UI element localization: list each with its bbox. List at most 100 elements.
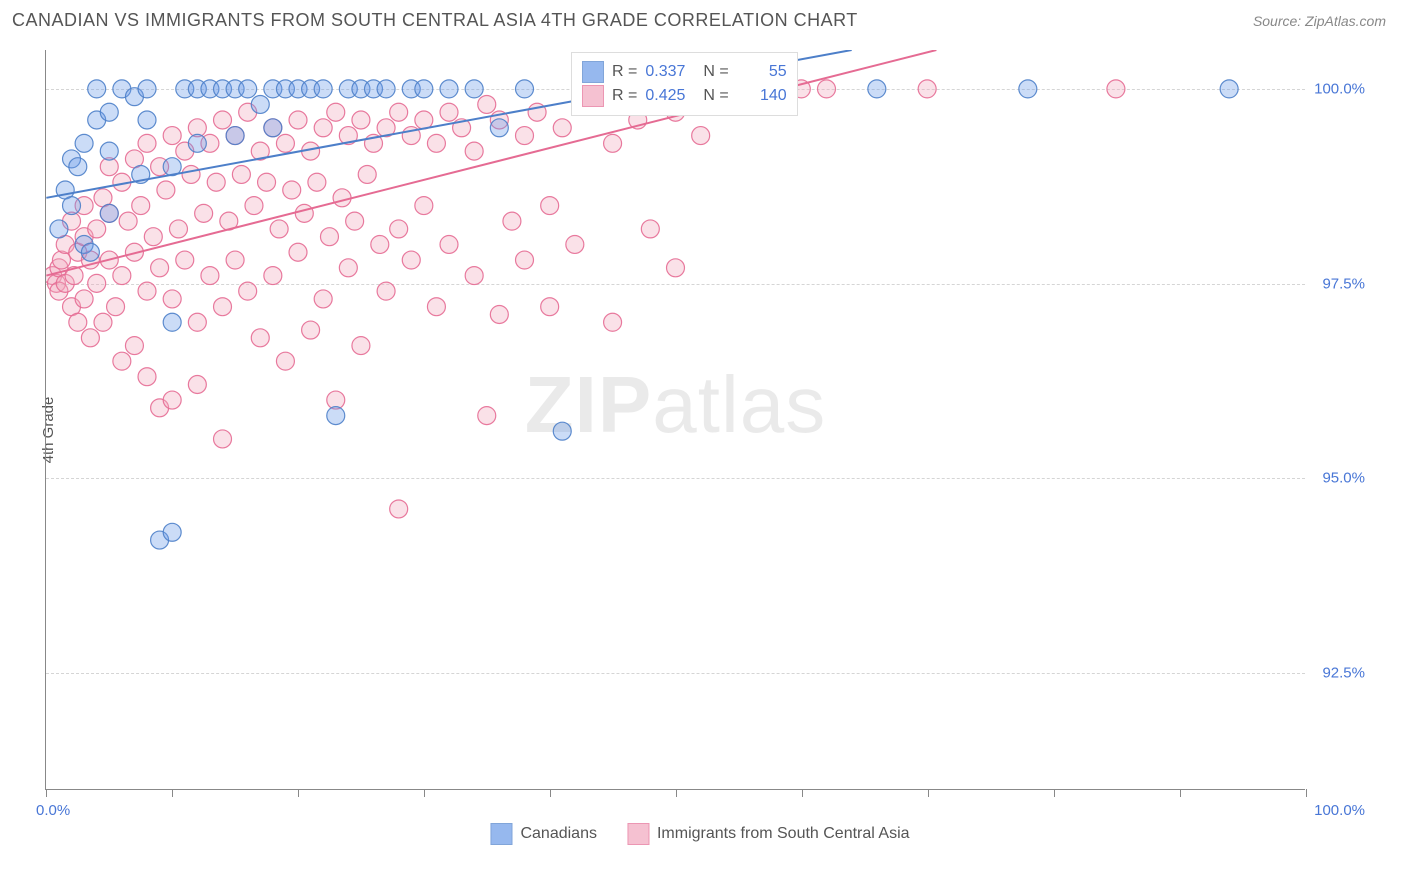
n-label: N = <box>703 63 728 81</box>
r-value-0: 0.337 <box>645 63 695 81</box>
data-point <box>604 313 622 331</box>
data-point <box>188 134 206 152</box>
data-point <box>604 134 622 152</box>
data-point <box>440 103 458 121</box>
data-point <box>214 430 232 448</box>
data-point <box>440 80 458 98</box>
data-point <box>302 321 320 339</box>
data-point <box>465 267 483 285</box>
data-point <box>320 228 338 246</box>
data-point <box>163 313 181 331</box>
data-point <box>289 111 307 129</box>
data-point <box>440 235 458 253</box>
data-point <box>239 80 257 98</box>
x-tick <box>802 789 803 797</box>
data-point <box>478 95 496 113</box>
data-point <box>239 282 257 300</box>
data-point <box>258 173 276 191</box>
data-point <box>138 134 156 152</box>
legend-item-canadians: Canadians <box>490 823 597 845</box>
data-point <box>100 103 118 121</box>
data-point <box>50 220 68 238</box>
data-point <box>314 80 332 98</box>
data-point <box>818 80 836 98</box>
data-point <box>188 376 206 394</box>
x-tick <box>928 789 929 797</box>
x-tick <box>298 789 299 797</box>
data-point <box>107 298 125 316</box>
swatch-canadians-icon <box>490 823 512 845</box>
series-legend: Canadians Immigrants from South Central … <box>490 823 909 845</box>
swatch-immigrants-icon <box>627 823 649 845</box>
chart-title: CANADIAN VS IMMIGRANTS FROM SOUTH CENTRA… <box>12 10 858 31</box>
y-tick-label: 100.0% <box>1314 80 1365 97</box>
x-max-label: 100.0% <box>1314 802 1365 819</box>
data-point <box>100 204 118 222</box>
data-point <box>207 173 225 191</box>
data-point <box>415 111 433 129</box>
data-point <box>289 243 307 261</box>
data-point <box>327 103 345 121</box>
legend-row-canadians: R = 0.337 N = 55 <box>582 61 787 83</box>
data-point <box>52 251 70 269</box>
data-point <box>144 228 162 246</box>
data-point <box>371 235 389 253</box>
data-point <box>182 165 200 183</box>
correlation-legend: R = 0.337 N = 55 R =0.425N =140 <box>571 52 798 116</box>
data-point <box>346 212 364 230</box>
data-point <box>195 204 213 222</box>
data-point <box>75 290 93 308</box>
data-point <box>352 337 370 355</box>
data-point <box>377 282 395 300</box>
data-point <box>88 220 106 238</box>
x-min-label: 0.0% <box>36 802 70 819</box>
data-point <box>113 267 131 285</box>
data-point <box>226 251 244 269</box>
data-point <box>314 290 332 308</box>
data-point <box>151 259 169 277</box>
data-point <box>377 80 395 98</box>
data-point <box>81 329 99 347</box>
x-tick <box>1054 789 1055 797</box>
data-point <box>465 142 483 160</box>
data-point <box>276 134 294 152</box>
data-point <box>541 298 559 316</box>
scatter-plot-svg <box>46 50 1305 789</box>
data-point <box>415 197 433 215</box>
data-point <box>138 111 156 129</box>
chart-header: CANADIAN VS IMMIGRANTS FROM SOUTH CENTRA… <box>0 0 1406 39</box>
data-point <box>201 267 219 285</box>
data-point <box>667 259 685 277</box>
data-point <box>157 181 175 199</box>
legend-row-immigrants: R =0.425N =140 <box>582 85 787 107</box>
data-point <box>1107 80 1125 98</box>
data-point <box>1220 80 1238 98</box>
data-point <box>214 298 232 316</box>
x-tick <box>1306 789 1307 797</box>
data-point <box>327 407 345 425</box>
r-value-1: 0.425 <box>645 87 695 105</box>
data-point <box>163 127 181 145</box>
data-point <box>138 282 156 300</box>
data-point <box>490 305 508 323</box>
data-point <box>188 313 206 331</box>
x-tick <box>424 789 425 797</box>
data-point <box>251 329 269 347</box>
y-tick-label: 92.5% <box>1322 665 1365 682</box>
data-point <box>465 80 483 98</box>
data-point <box>358 165 376 183</box>
data-point <box>214 111 232 129</box>
n-label: N = <box>703 87 728 105</box>
legend-label-1: Immigrants from South Central Asia <box>657 825 910 843</box>
data-point <box>478 407 496 425</box>
data-point <box>352 111 370 129</box>
data-point <box>503 212 521 230</box>
data-point <box>516 127 534 145</box>
data-point <box>427 134 445 152</box>
data-point <box>88 274 106 292</box>
data-point <box>138 80 156 98</box>
data-point <box>163 523 181 541</box>
data-point <box>264 119 282 137</box>
n-value-0: 55 <box>737 63 787 81</box>
x-tick <box>46 789 47 797</box>
